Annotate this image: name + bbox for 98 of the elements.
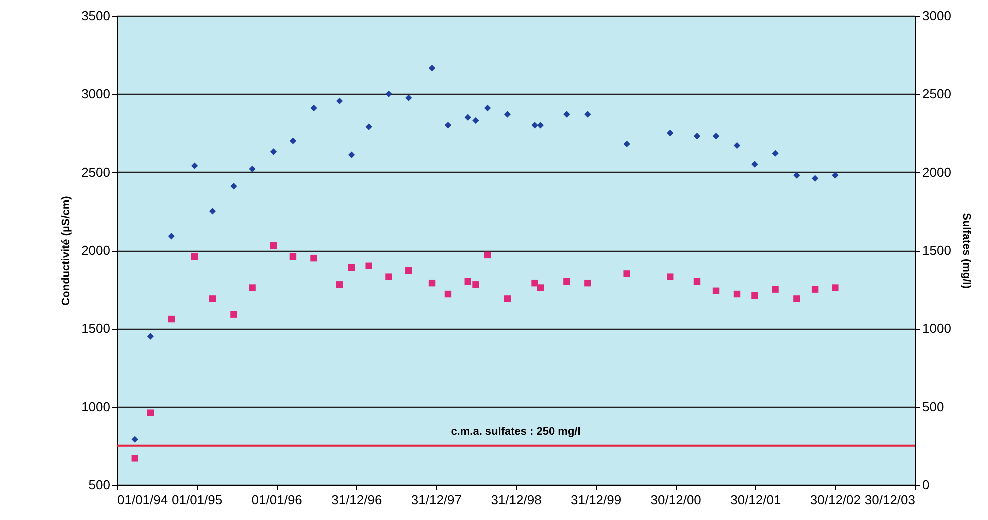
y-axis-title: Conductivité (µS/cm): [60, 196, 73, 306]
y2-tick-label: 1000: [922, 321, 952, 336]
point: [406, 267, 412, 274]
point: [168, 316, 176, 323]
point: [406, 94, 412, 102]
point: [209, 208, 216, 215]
point: [694, 133, 701, 140]
x-tick-label: 31/12/97: [411, 492, 462, 508]
point: [667, 274, 674, 280]
point: [832, 284, 839, 292]
point: [147, 333, 154, 340]
point: [694, 278, 701, 286]
point: [348, 152, 356, 158]
point: [734, 290, 741, 298]
point: [472, 117, 480, 124]
y-tick-label: 2000: [82, 243, 110, 258]
point: [464, 114, 472, 121]
point: [290, 138, 297, 144]
point: [772, 286, 779, 293]
point: [752, 292, 758, 300]
point: [537, 284, 544, 292]
x-tick-label: 31/12/96: [332, 492, 382, 508]
x-tick-label: 01/01/95: [172, 492, 223, 508]
ref-line-label: c.m.a. sulfates : 250 mg/l: [451, 426, 581, 438]
point: [290, 253, 297, 260]
x-tick-label: 30/12/00: [650, 492, 702, 508]
point: [812, 286, 819, 293]
point: [230, 183, 238, 190]
x-tick-label: 31/12/99: [570, 492, 622, 508]
x-tick-label: 30/12/01: [730, 492, 782, 508]
point: [428, 280, 436, 287]
y-tick-label: 1500: [82, 321, 110, 336]
y2-tick-label: 3000: [922, 8, 952, 24]
point: [532, 280, 538, 287]
point: [504, 111, 512, 118]
point: [794, 296, 800, 302]
point: [191, 253, 198, 260]
point: [270, 242, 278, 250]
point: [584, 280, 592, 287]
point: [310, 254, 318, 262]
x-tick-label: 30/12/02: [810, 492, 862, 508]
point: [532, 122, 538, 129]
y-tick-label: 1000: [82, 399, 110, 414]
point: [584, 111, 592, 118]
point: [832, 172, 839, 179]
point: [794, 172, 800, 179]
point: [472, 282, 480, 288]
point: [386, 90, 392, 98]
point: [624, 140, 630, 148]
point: [336, 98, 344, 105]
point: [310, 104, 318, 112]
y2-tick-label: 2500: [922, 86, 952, 102]
y2-tick-label: 500: [922, 399, 944, 414]
point: [249, 284, 256, 292]
point: [564, 278, 570, 286]
point: [348, 264, 356, 272]
y-tick-label: 3500: [82, 8, 110, 24]
y-tick-label: 3000: [82, 86, 110, 102]
point: [464, 278, 472, 286]
point: [132, 436, 138, 444]
point: [712, 288, 720, 294]
y2-tick-label: 0: [922, 478, 930, 492]
point: [132, 455, 138, 462]
point: [230, 311, 238, 318]
point: [484, 104, 492, 112]
point: [270, 148, 278, 156]
point: [147, 410, 154, 416]
point: [168, 233, 176, 240]
point: [336, 282, 344, 288]
point: [386, 274, 392, 280]
point: [537, 122, 544, 129]
point: [428, 65, 436, 72]
point: [564, 111, 570, 118]
point: [484, 252, 492, 259]
point: [444, 290, 452, 298]
x-tick-label: 01/01/96: [252, 492, 302, 508]
point: [444, 122, 452, 129]
x-tick-label: 01/01/94: [118, 492, 168, 508]
point: [812, 175, 819, 182]
x-tick-label: 30/12/03: [864, 492, 916, 508]
y-tick-label: 2500: [82, 164, 110, 180]
point: [504, 296, 512, 302]
point: [734, 142, 741, 150]
point: [667, 130, 674, 137]
y2-axis-title: Sulfates (mg/l): [960, 213, 972, 290]
point: [249, 166, 256, 173]
y2-tick-label: 2000: [922, 164, 952, 180]
point: [191, 162, 198, 170]
point: [752, 161, 758, 168]
point: [772, 150, 779, 157]
point: [366, 124, 372, 130]
x-tick-label: 31/12/98: [491, 492, 542, 508]
point: [366, 262, 372, 270]
point: [712, 133, 720, 140]
y2-tick-label: 1500: [922, 243, 952, 258]
y-tick-label: 500: [88, 478, 110, 492]
point: [209, 296, 216, 302]
point: [624, 270, 630, 278]
